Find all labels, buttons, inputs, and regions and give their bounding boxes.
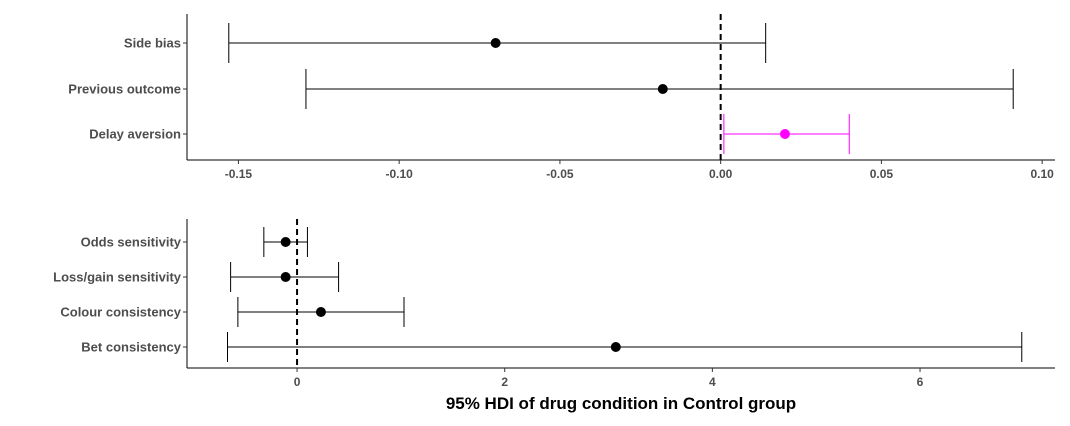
point-estimate <box>280 237 291 247</box>
x-tick-label: 0.10 <box>1030 167 1054 181</box>
x-tick-label: -0.10 <box>385 167 413 181</box>
x-tick-label: 0 <box>294 375 301 389</box>
category-label: Odds sensitivity <box>81 235 182 250</box>
point-estimate <box>657 84 668 94</box>
x-tick-label: -0.15 <box>225 167 253 181</box>
point-estimate <box>490 38 501 48</box>
x-tick-label: 6 <box>917 375 924 389</box>
x-tick-label: 0.05 <box>870 167 894 181</box>
category-label: Delay aversion <box>89 127 181 142</box>
category-label: Bet consistency <box>81 340 181 355</box>
x-tick-label: -0.05 <box>546 167 574 181</box>
point-estimate <box>280 272 291 282</box>
x-axis-title: 95% HDI of drug condition in Control gro… <box>446 394 796 413</box>
x-tick-label: 4 <box>709 375 716 389</box>
bottom-panel: 0 2 4 6 Odds sensitivity Loss/gain sensitivit… <box>53 219 1055 389</box>
category-label: Side bias <box>124 36 181 51</box>
x-tick-label: 2 <box>501 375 508 389</box>
category-label: Loss/gain sensitivity <box>53 270 182 285</box>
point-estimate <box>610 342 621 352</box>
point-estimate <box>779 129 790 139</box>
top-panel: -0.15 -0.10 -0.05 0.00 0.05 0.10 Side bias Prev… <box>68 14 1055 181</box>
x-tick-label: 0.00 <box>709 167 733 181</box>
point-estimate <box>315 307 326 317</box>
category-label: Colour consistency <box>60 305 181 320</box>
category-label: Previous outcome <box>68 82 181 97</box>
